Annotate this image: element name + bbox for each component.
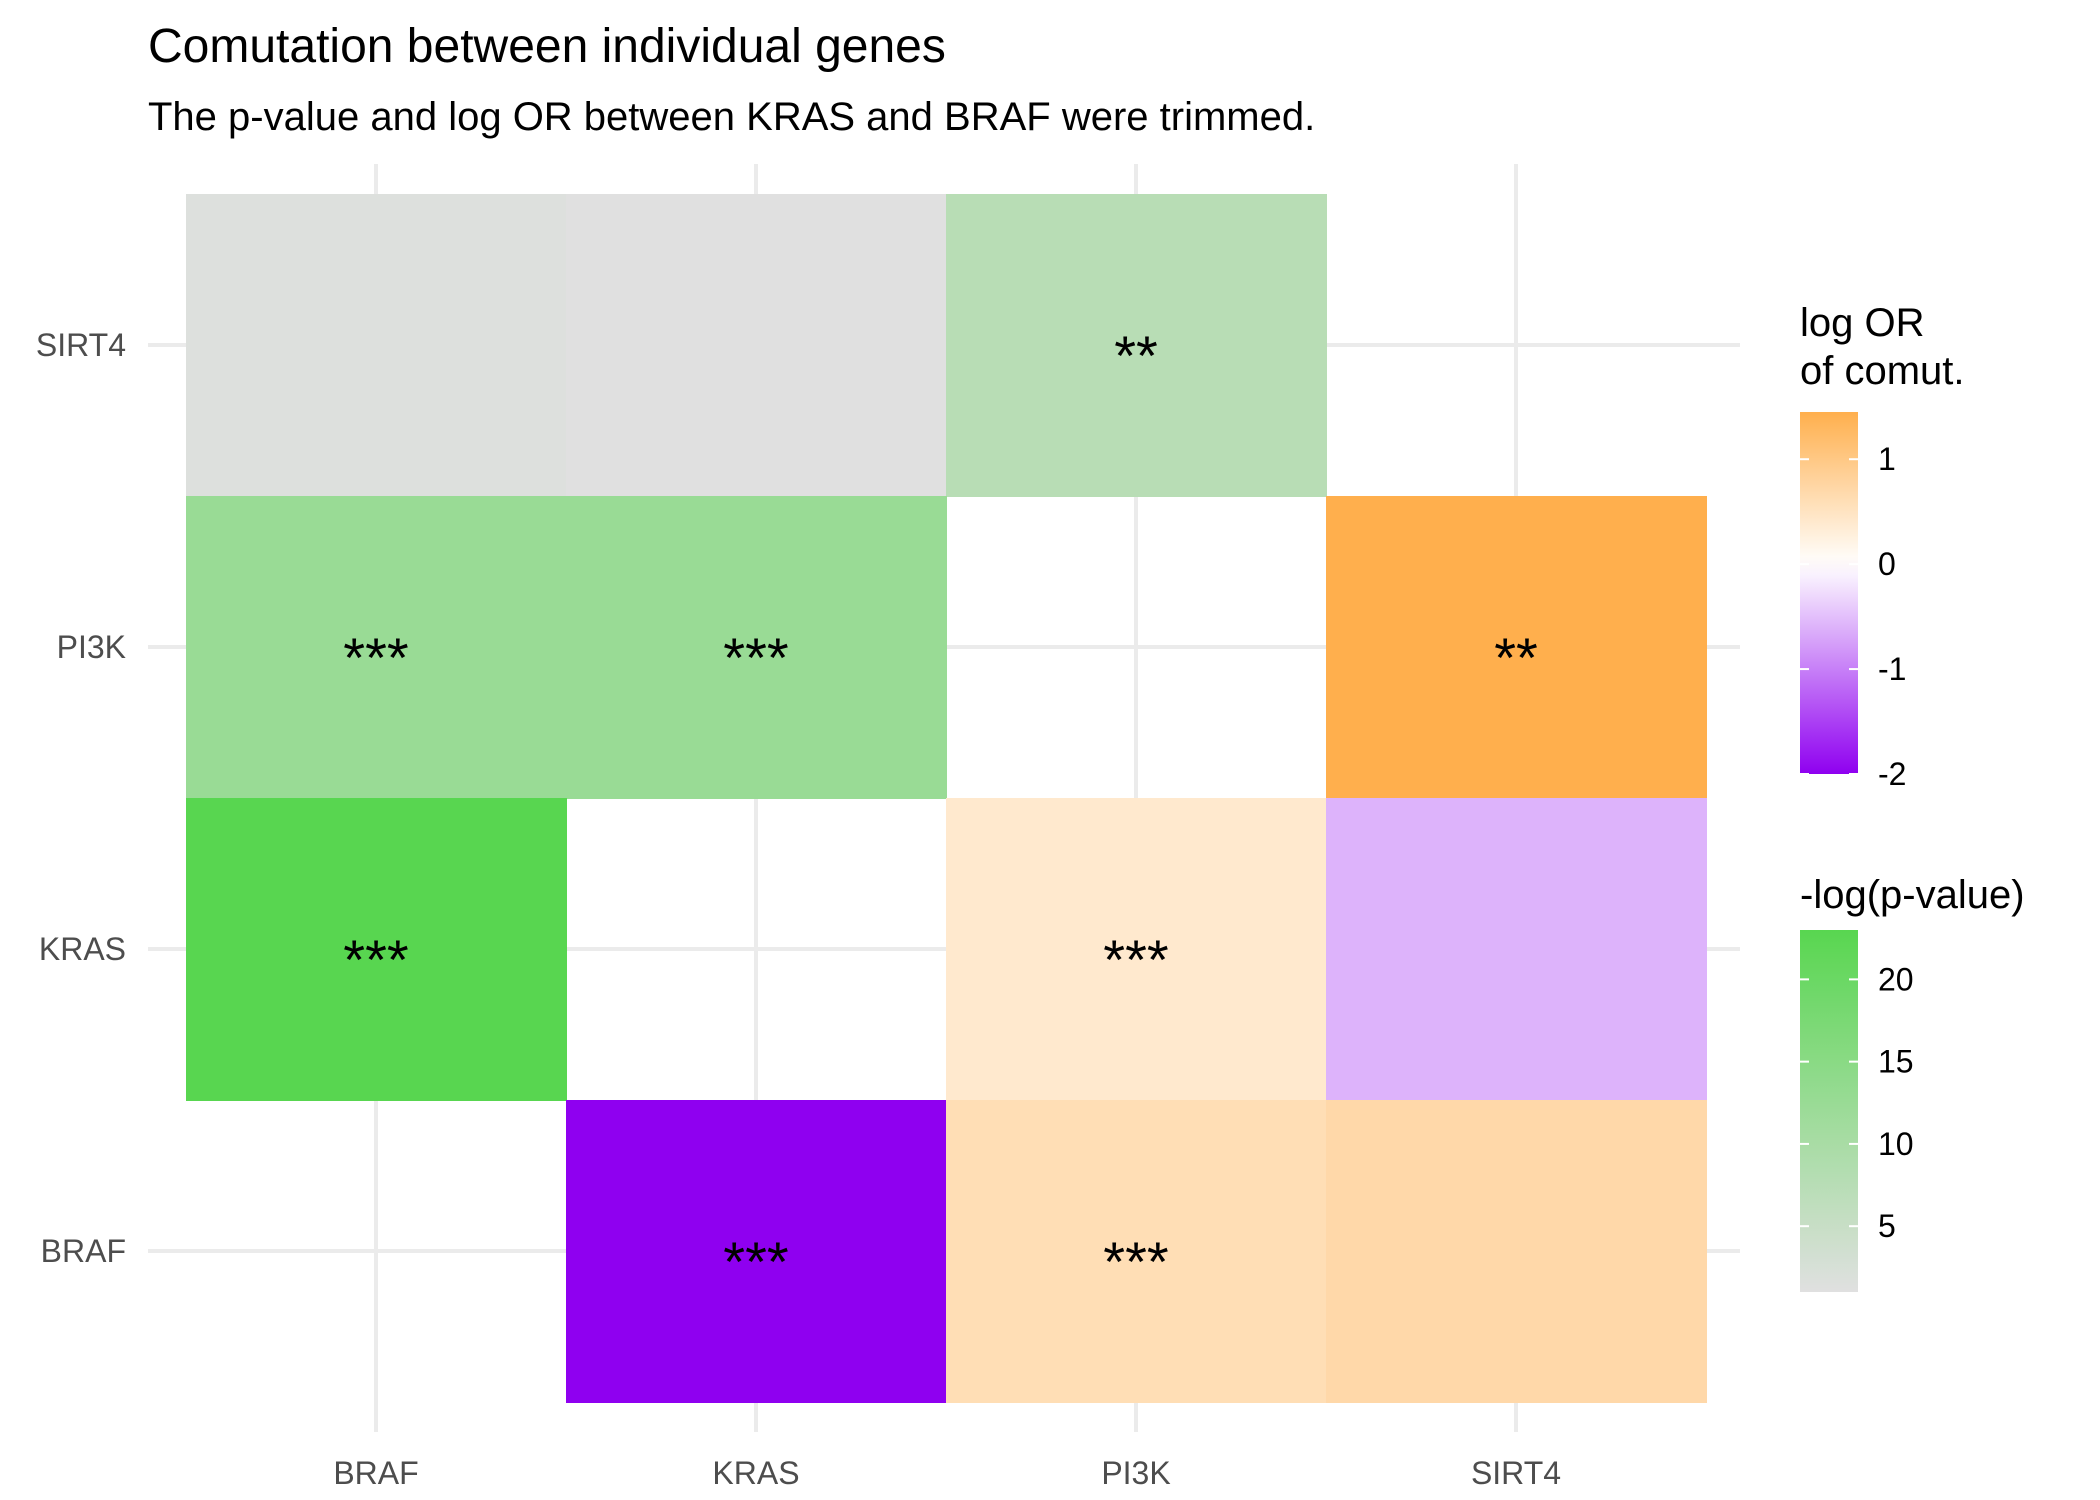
legend-colorbar [1800,930,1858,1292]
heatmap-cells [186,194,1707,1403]
y-tick-label: PI3K [57,629,126,665]
heatmap-cell-pi3k-kras [946,798,1327,1101]
legend-tick-label: 5 [1878,1208,1896,1244]
heatmap-cell-sirt4-pi3k [1326,496,1707,799]
legend-tick-label: 15 [1878,1044,1914,1080]
heatmap-cell-braf-kras [186,798,567,1101]
significance-label: ** [1494,626,1538,689]
significance-label: *** [343,928,408,991]
heatmap-cell-braf-pi3k [186,496,567,799]
heatmap-cell-kras-pi3k [566,496,947,799]
legend-title: -log(p-value) [1800,873,2025,917]
significance-label: ** [1114,324,1158,387]
legend-tick-label: -1 [1878,651,1906,687]
chart-subtitle: The p-value and log OR between KRAS and … [148,95,1315,139]
x-tick-label: SIRT4 [1471,1455,1561,1491]
legend-title: log OR [1800,301,1925,345]
heatmap-cell-sirt4-kras [1326,798,1707,1101]
heatmap-cell-braf-sirt4 [186,194,567,497]
legend-tick-label: 20 [1878,961,1914,997]
heatmap-cell-pi3k-braf [946,1100,1327,1403]
y-axis-tick-labels: BRAF KRAS PI3K SIRT4 [36,327,126,1269]
legend-tick-label: 10 [1878,1126,1914,1162]
legend-colorbar [1800,412,1858,774]
y-tick-label: BRAF [41,1233,126,1269]
heatmap-cell-sirt4-braf [1326,1100,1707,1403]
legend-neg-log-p: -log(p-value) 20 15 10 5 [1800,873,2025,1292]
heatmap-cell-kras-braf [566,1100,947,1403]
significance-label: *** [1103,928,1168,991]
legend-tick-label: 1 [1878,441,1896,477]
significance-label: *** [343,626,408,689]
significance-label: *** [723,1230,788,1293]
heatmap-cell-pi3k-sirt4 [946,194,1327,497]
y-tick-label: SIRT4 [36,327,126,363]
significance-label: *** [723,626,788,689]
x-tick-label: PI3K [1101,1455,1170,1491]
x-axis-tick-labels: BRAF KRAS PI3K SIRT4 [333,1455,1561,1491]
x-tick-label: KRAS [712,1455,799,1491]
chart-title: Comutation between individual genes [148,20,946,73]
significance-label: *** [1103,1230,1168,1293]
heatmap-cell-kras-sirt4 [566,194,947,497]
significance-labels: ***** *** ***** ****** *** [343,324,1537,1293]
legend-title: of comut. [1800,349,1965,393]
legend-tick-label: -2 [1878,756,1906,792]
x-tick-label: BRAF [333,1455,418,1491]
y-tick-label: KRAS [39,931,126,967]
legend-tick-label: 0 [1878,546,1896,582]
